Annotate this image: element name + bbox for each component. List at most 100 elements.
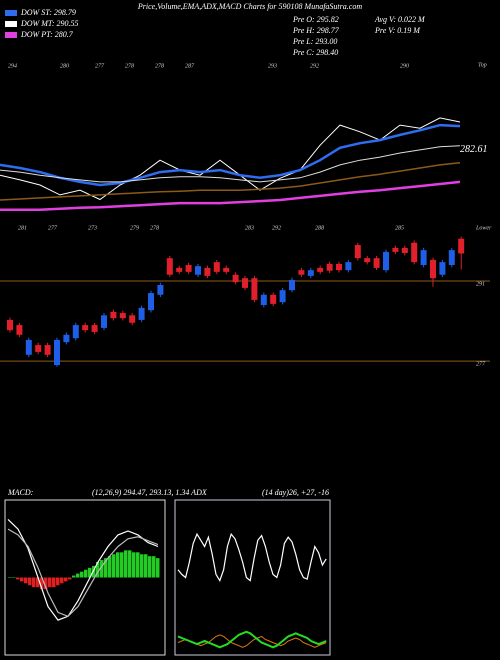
- macd-bar: [88, 567, 92, 578]
- candle-body: [373, 258, 380, 268]
- corner-label: Lower: [475, 225, 492, 231]
- lower-label: 283: [245, 225, 254, 231]
- candle-body: [25, 339, 32, 355]
- ema-line: [0, 180, 461, 212]
- candle-body: [16, 325, 23, 335]
- info-label: Avg V: 0.022 M: [374, 15, 426, 24]
- adx-line: [177, 532, 327, 582]
- candle-body: [383, 251, 389, 271]
- top-label: 280: [60, 63, 69, 69]
- y-tick-label: 291: [476, 281, 485, 287]
- top-label: 278: [155, 63, 164, 69]
- lower-label: 277: [48, 225, 58, 231]
- top-label: 278: [125, 63, 134, 69]
- candle-body: [119, 313, 126, 319]
- candle-body: [260, 294, 267, 306]
- top-label: 287: [185, 63, 195, 69]
- adx-subtitle: (14 day)26, +27, -16: [262, 488, 329, 497]
- candle-body: [411, 242, 418, 263]
- candle-body: [44, 345, 51, 355]
- candle-body: [232, 274, 239, 283]
- candle-body: [336, 263, 342, 271]
- candle-body: [279, 290, 286, 303]
- macd-bar: [72, 575, 76, 578]
- legend-label: DOW ST: 298.79: [20, 8, 76, 17]
- candle-body: [54, 339, 60, 366]
- last-value-label: 282.61: [460, 144, 488, 155]
- candle-body: [430, 259, 436, 279]
- candle-body: [326, 263, 333, 271]
- macd-bar: [24, 577, 28, 584]
- candle-body: [7, 319, 13, 331]
- macd-bar: [32, 577, 36, 588]
- macd-bar: [132, 552, 136, 578]
- macd-bar: [76, 573, 80, 578]
- adx-panel: [174, 499, 331, 656]
- candle-body: [251, 278, 258, 300]
- macd-bar: [40, 577, 44, 590]
- info-label: Pre V: 0.19 M: [374, 26, 421, 35]
- info-label: Pre L: 293.00: [292, 37, 337, 46]
- lower-label: 273: [88, 225, 97, 231]
- macd-bar: [56, 577, 60, 586]
- candle-body: [101, 315, 107, 328]
- candle-body: [82, 325, 89, 331]
- candle-body: [110, 311, 117, 319]
- macd-line: [7, 518, 159, 621]
- legend-label: DOW PT: 280.7: [20, 30, 74, 39]
- macd-bar: [44, 577, 48, 590]
- candle-body: [392, 247, 399, 252]
- macd-bar: [136, 552, 140, 578]
- candle-body: [204, 267, 211, 276]
- page-title: Price,Volume,EMA,ADX,MACD Charts for 590…: [137, 2, 362, 11]
- macd-bar: [120, 552, 124, 578]
- macd-bar: [28, 577, 32, 586]
- macd-bar: [84, 569, 88, 578]
- legend-swatch: [5, 32, 17, 38]
- candle-body: [72, 325, 79, 339]
- info-label: Pre H: 298.77: [292, 26, 340, 35]
- macd-bar: [148, 556, 152, 578]
- candle-body: [298, 270, 305, 275]
- candle-body: [420, 250, 427, 266]
- candle-body: [63, 334, 70, 343]
- lower-label: 288: [315, 225, 324, 231]
- info-label: Pre O: 295.82: [292, 15, 339, 24]
- lower-label: 285: [395, 225, 404, 231]
- candle-body: [242, 278, 248, 288]
- macd-bar: [20, 577, 24, 582]
- macd-bar: [144, 554, 148, 578]
- macd-bar: [100, 560, 104, 578]
- top-label: 292: [310, 63, 319, 69]
- macd-bar: [68, 577, 72, 580]
- macd-bar: [80, 571, 84, 578]
- candle-body: [91, 325, 98, 332]
- macd-bar: [128, 550, 132, 578]
- top-label: 294: [8, 62, 17, 69]
- macd-bar: [156, 558, 160, 578]
- candle-body: [176, 267, 183, 272]
- macd-bar: [92, 565, 96, 578]
- macd-bar: [16, 577, 20, 580]
- macd-bar: [124, 550, 128, 578]
- info-label: Pre C: 298.40: [292, 48, 338, 57]
- macd-bar: [8, 577, 12, 578]
- candle-body: [364, 258, 371, 263]
- candle-body: [458, 238, 465, 254]
- macd-bar: [116, 552, 120, 578]
- ema-line: [0, 162, 461, 201]
- candle-body: [354, 245, 361, 259]
- top-label: 293: [268, 63, 277, 69]
- candle-body: [185, 265, 192, 272]
- macd-bar: [12, 577, 16, 578]
- macd-bar: [112, 554, 116, 578]
- candle-body: [138, 307, 145, 320]
- macd-params: (12,26,9) 294.47, 293.13, 1.34 ADX: [92, 488, 208, 497]
- macd-bar: [96, 562, 100, 578]
- macd-title: MACD:: [7, 488, 34, 497]
- macd-line: [7, 528, 159, 617]
- candle-body: [307, 270, 314, 276]
- lower-label: 292: [272, 225, 281, 231]
- legend-swatch: [5, 10, 17, 16]
- top-label: 277: [95, 63, 105, 69]
